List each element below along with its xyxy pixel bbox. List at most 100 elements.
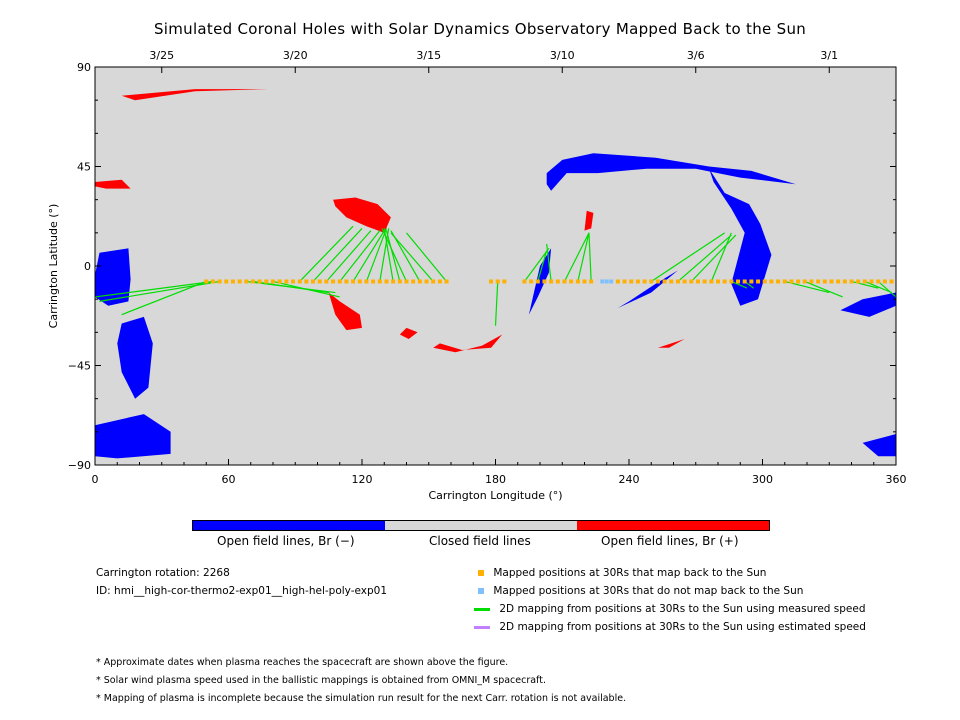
coronal-hole-positive-7: [657, 339, 685, 348]
mapped-point-17: [317, 279, 322, 284]
mapped-point-84: [836, 279, 841, 284]
y-tick-label-2: 0: [84, 260, 91, 273]
coronal-hole-negative-12: [709, 168, 772, 306]
mapped-point-66: [716, 279, 720, 284]
mapping-line-35: [864, 280, 892, 294]
colorbar-label-closed: Closed field lines: [429, 534, 531, 548]
mapping-line-12: [379, 228, 390, 282]
mapped-point-10: [271, 279, 275, 284]
top-date-label-3: 3/10: [550, 49, 575, 62]
mapped-point-40: [522, 279, 527, 284]
mapping-line-18: [406, 232, 448, 282]
unmapped-point-2: [609, 279, 614, 284]
coronal-hole-negative-9: [117, 316, 153, 399]
mapped-point-49: [582, 279, 587, 284]
colorbar-label-negative: Open field lines, Br (−): [217, 534, 355, 548]
measured-line-icon: [474, 607, 490, 611]
coronal-hole-positive-3: [328, 292, 362, 331]
y-axis-label: Carrington Latitude (°): [47, 204, 60, 329]
coronal-hole-negative-14: [840, 292, 896, 317]
coronal-hole-positive-4: [584, 210, 594, 231]
mapped-point-24: [364, 279, 369, 284]
mapped-point-55: [642, 279, 647, 284]
mapped-point-63: [695, 279, 700, 284]
mapped-point-26: [377, 279, 382, 284]
legend-unmapped-label: Mapped positions at 30Rs that do not map…: [493, 585, 804, 597]
mapped-point-74: [769, 279, 774, 284]
mapping-line-17: [390, 232, 434, 282]
unmapped-point-1: [604, 279, 609, 284]
mapping-line-27: [677, 234, 732, 282]
mapped-point-59: [669, 279, 674, 284]
estimated-line-icon: [474, 625, 490, 629]
mapping-line-23: [563, 232, 590, 282]
unmapped-square-icon: [478, 588, 484, 594]
legend-measured: 2D mapping from positions at 30Rs to the…: [474, 603, 866, 615]
mapped-point-52: [622, 279, 627, 284]
legend-mapped-label: Mapped positions at 30Rs that map back t…: [493, 567, 767, 579]
mapped-point-25: [371, 279, 376, 284]
mapped-point-62: [689, 279, 694, 284]
mapped-point-39: [502, 279, 507, 284]
mapped-point-73: [762, 279, 767, 284]
mapping-line-7: [312, 228, 363, 282]
legend-estimated-label: 2D mapping from positions at 30Rs to the…: [499, 621, 866, 633]
legend-measured-label: 2D mapping from positions at 30Rs to the…: [499, 603, 866, 615]
mapped-point-60: [675, 279, 680, 284]
mapped-point-71: [749, 279, 754, 284]
top-date-label-1: 3/20: [283, 49, 308, 62]
run-id: ID: hmi__high-cor-thermo2-exp01__high-he…: [96, 585, 388, 597]
top-date-label-4: 3/6: [687, 49, 705, 62]
chart-title: Simulated Coronal Holes with Solar Dynam…: [153, 20, 807, 38]
mapped-point-4: [230, 279, 235, 284]
mapped-point-45: [555, 279, 560, 284]
mapped-point-72: [756, 279, 761, 284]
mapped-point-14: [297, 279, 302, 284]
mapped-point-36: [444, 279, 449, 284]
mapped-point-20: [337, 279, 342, 284]
mapped-point-37: [489, 279, 494, 284]
note-incomplete: * Mapping of plasma is incomplete becaus…: [96, 693, 627, 704]
mapping-line-25: [588, 232, 592, 282]
mapped-point-22: [351, 279, 356, 284]
mapped-point-51: [615, 279, 620, 284]
mapped-point-87: [856, 279, 861, 284]
coronal-hole-negative-15: [862, 434, 896, 457]
mapped-point-54: [635, 279, 640, 284]
mapped-point-11: [277, 279, 282, 284]
mapped-point-77: [789, 279, 794, 284]
coronal-hole-positive-5: [433, 334, 503, 353]
colorbar: [192, 520, 770, 531]
mapped-point-83: [829, 279, 834, 284]
carrington-rotation: Carrington rotation: 2268: [96, 567, 230, 579]
plot-background: [95, 67, 896, 465]
coronal-hole-positive-1: [95, 179, 131, 189]
mapped-point-50: [589, 279, 594, 284]
mapped-point-16: [311, 279, 316, 284]
mapped-point-15: [304, 279, 309, 284]
mapped-point-61: [682, 279, 687, 284]
y-tick-label-3: 45: [77, 161, 91, 174]
mapped-point-75: [776, 279, 781, 284]
coronal-hole-positive-6: [399, 327, 418, 339]
mapping-line-8: [325, 230, 372, 282]
mapped-point-43: [542, 279, 547, 284]
colorbar-segment-positive: [577, 521, 769, 530]
mapped-point-70: [742, 279, 747, 284]
mapped-point-44: [549, 279, 554, 284]
mapping-line-19: [494, 281, 499, 326]
y-tick-label-1: −45: [68, 360, 91, 373]
top-date-label-0: 3/25: [149, 49, 174, 62]
mapped-point-0: [204, 279, 209, 284]
mapped-point-21: [344, 279, 349, 284]
mapped-point-7: [250, 279, 255, 284]
mapped-point-69: [736, 279, 741, 284]
mapped-point-23: [357, 279, 362, 284]
mapped-point-68: [729, 279, 734, 284]
legend-mapped: Mapped positions at 30Rs that map back t…: [478, 567, 766, 579]
mapping-line-10: [352, 230, 385, 282]
x-tick-label-2: 120: [352, 473, 373, 486]
mapping-line-11: [365, 228, 388, 282]
mapped-point-1: [210, 279, 215, 284]
